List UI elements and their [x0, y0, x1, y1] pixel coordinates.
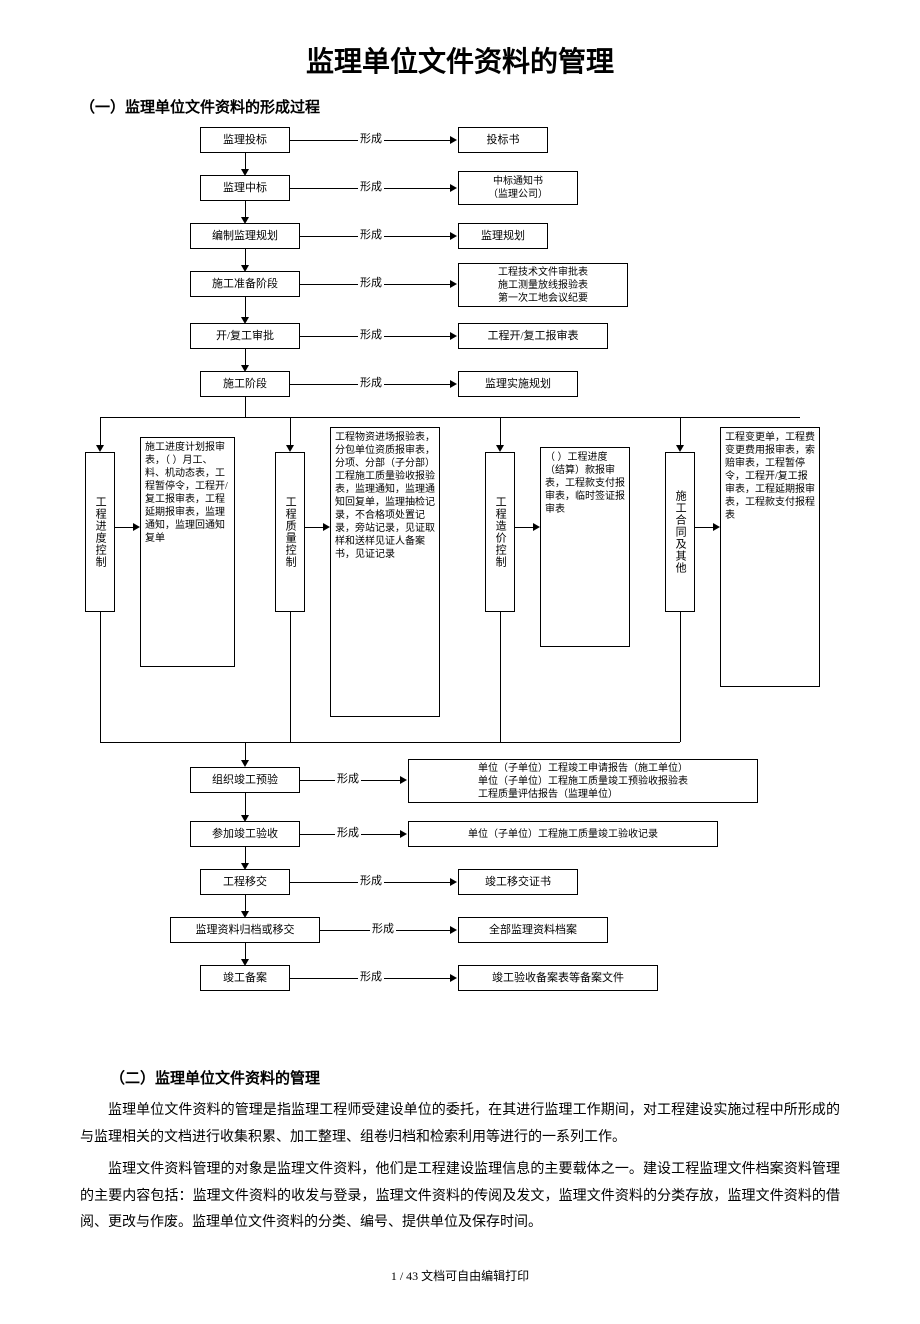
section-1-heading: （一）监理单位文件资料的形成过程	[80, 96, 840, 117]
ctrl-cost: 工程造价控制	[485, 452, 515, 612]
node-plan-doc: 监理规划	[458, 223, 548, 249]
form-label: 形成	[358, 274, 384, 290]
form-label: 形成	[358, 130, 384, 146]
form-label: 形成	[358, 226, 384, 242]
node-win-doc: 中标通知书 （监理公司）	[458, 171, 578, 205]
node-prep: 施工准备阶段	[190, 271, 300, 297]
node-preaccept: 组织竣工预验	[190, 767, 300, 793]
node-win: 监理中标	[200, 175, 290, 201]
node-bid-doc: 投标书	[458, 127, 548, 153]
node-preaccept-doc: 单位（子单位）工程竣工申请报告（施工单位） 单位（子单位）工程施工质量竣工预验收…	[408, 759, 758, 803]
form-label: 形成	[358, 178, 384, 194]
form-label: 形成	[358, 872, 384, 888]
node-handover-doc: 竣工移交证书	[458, 869, 578, 895]
node-prep-doc: 工程技术文件审批表 施工测量放线报验表 第一次工地会议纪要	[458, 263, 628, 307]
ctrl-contract: 施工合同及其他	[665, 452, 695, 612]
form-label: 形成	[335, 824, 361, 840]
form-label: 形成	[335, 770, 361, 786]
node-plan: 编制监理规划	[190, 223, 300, 249]
ctrl-contract-doc: 工程变更单，工程费变更费用报审表，索赔审表，工程暂停令，工程开/复工报审表，工程…	[720, 427, 820, 687]
ctrl-progress: 工程进度控制	[85, 452, 115, 612]
node-handover: 工程移交	[200, 869, 290, 895]
node-archive: 监理资料归档或移交	[170, 917, 320, 943]
node-construct: 施工阶段	[200, 371, 290, 397]
node-archive-doc: 全部监理资料档案	[458, 917, 608, 943]
node-construct-doc: 监理实施规划	[458, 371, 578, 397]
ctrl-quality: 工程质量控制	[275, 452, 305, 612]
paragraph-2: 监理文件资料管理的对象是监理文件资料，他们是工程建设监理信息的主要载体之一。建设…	[80, 1157, 840, 1237]
form-label: 形成	[358, 968, 384, 984]
flowchart-diagram: 监理投标 形成 投标书 监理中标 形成 中标通知书 （监理公司） 编制监理规划 …	[80, 127, 840, 1047]
node-bid: 监理投标	[200, 127, 290, 153]
section-2-heading: （二）监理单位文件资料的管理	[80, 1067, 840, 1088]
page-footer: 1 / 43 文档可自由编辑打印	[80, 1267, 840, 1284]
form-label: 形成	[370, 920, 396, 936]
page-title: 监理单位文件资料的管理	[80, 40, 840, 80]
node-accept-doc: 单位（子单位）工程施工质量竣工验收记录	[408, 821, 718, 847]
node-approve-doc: 工程开/复工报审表	[458, 323, 608, 349]
node-accept: 参加竣工验收	[190, 821, 300, 847]
node-approve: 开/复工审批	[190, 323, 300, 349]
paragraph-1: 监理单位文件资料的管理是指监理工程师受建设单位的委托，在其进行监理工作期间，对工…	[80, 1098, 840, 1151]
ctrl-progress-doc: 施工进度计划报审表，（ ）月工、料、机动态表，工程暂停令，工程开/复工报审表，工…	[140, 437, 235, 667]
ctrl-quality-doc: 工程物资进场报验表，分包单位资质报审表，分项、分部（子分部）工程施工质量验收报验…	[330, 427, 440, 717]
node-record: 竣工备案	[200, 965, 290, 991]
ctrl-cost-doc: （ ）工程进度（结算）款报审表，工程款支付报审表，临时签证报审表	[540, 447, 630, 647]
node-record-doc: 竣工验收备案表等备案文件	[458, 965, 658, 991]
form-label: 形成	[358, 326, 384, 342]
form-label: 形成	[358, 374, 384, 390]
